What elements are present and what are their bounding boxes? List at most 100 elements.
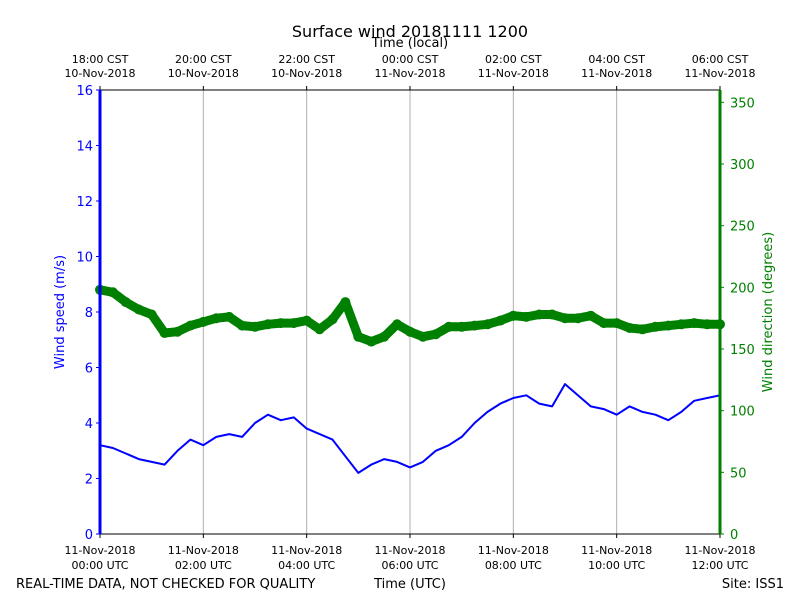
x-axis-label: Time (UTC) [373, 577, 446, 592]
wind-direction-point-38 [585, 310, 596, 321]
left-tick-label-3: 6 [85, 362, 93, 377]
tick-labels: 11-Nov-2018 00:00 UTC 11-Nov-2018 02:00 UTC… [64, 53, 755, 572]
wind-direction-point-7 [185, 320, 196, 331]
footer-site-label: Site: ISS1 [722, 577, 784, 592]
wind-direction-point-23 [392, 319, 403, 330]
wind-direction-point-35 [547, 309, 558, 320]
wind-direction-point-16 [301, 315, 312, 326]
wind-direction-point-45 [676, 319, 687, 330]
wind-direction-point-34 [534, 309, 545, 320]
top-tick-date-0: 10-Nov-2018 [64, 67, 135, 80]
top-axis-label: Time (local) [371, 36, 448, 51]
left-tick-label-1: 2 [85, 473, 93, 488]
wind-direction-point-41 [624, 323, 635, 333]
top-tick-time-0: 18:00 CST [72, 53, 129, 66]
wind-direction-point-39 [598, 318, 609, 329]
wind-direction-point-18 [327, 314, 338, 325]
left-tick-label-5: 10 [76, 251, 93, 266]
right-axis-label: Wind direction (degrees) [761, 232, 776, 392]
wind-direction-point-11 [237, 320, 248, 331]
wind-direction-point-37 [572, 313, 583, 324]
bottom-tick-time-2: 04:00 UTC [278, 559, 335, 572]
wind-direction-point-22 [379, 331, 390, 342]
right-tick-label-2: 100 [730, 405, 755, 420]
wind-direction-point-28 [456, 321, 467, 332]
wind-direction-point-20 [353, 331, 364, 342]
wind-speed-series [99, 383, 721, 474]
right-tick-label-1: 50 [730, 466, 747, 481]
bottom-tick-date-1: 11-Nov-2018 [168, 544, 239, 557]
wind-direction-point-32 [508, 310, 519, 321]
bottom-tick-date-0: 11-Nov-2018 [64, 544, 135, 557]
top-tick-date-5: 11-Nov-2018 [581, 67, 652, 80]
tick-marks [96, 86, 724, 538]
bottom-tick-time-1: 02:00 UTC [175, 559, 232, 572]
wind-direction-point-44 [663, 320, 674, 331]
footer-quality-note: REAL-TIME DATA, NOT CHECKED FOR QUALITY [16, 577, 315, 592]
left-tick-label-0: 0 [85, 528, 93, 543]
bottom-tick-date-3: 11-Nov-2018 [374, 544, 445, 557]
wind-direction-point-1 [107, 287, 118, 298]
bottom-tick-time-0: 00:00 UTC [71, 559, 128, 572]
top-tick-time-5: 04:00 CST [588, 53, 645, 66]
wind-direction-point-33 [521, 311, 532, 322]
left-tick-label-7: 14 [76, 140, 93, 155]
chart-title: Surface wind 20181111 1200 [292, 22, 528, 41]
wind-direction-point-9 [211, 313, 222, 324]
wind-direction-point-6 [172, 326, 183, 337]
wind-direction-point-17 [314, 324, 325, 335]
right-tick-label-5: 250 [730, 220, 755, 235]
wind-direction-point-47 [702, 319, 713, 330]
wind-direction-point-8 [198, 316, 209, 327]
wind-direction-point-3 [133, 304, 144, 315]
wind-direction-point-14 [275, 318, 286, 329]
wind-direction-point-42 [637, 324, 648, 335]
wind-direction-point-31 [495, 315, 506, 326]
wind-direction-point-30 [482, 319, 493, 330]
wind-direction-point-4 [146, 309, 157, 320]
wind-direction-point-5 [159, 328, 170, 338]
right-tick-label-3: 150 [730, 343, 755, 358]
left-tick-label-6: 12 [76, 195, 93, 210]
wind-direction-point-46 [689, 318, 700, 329]
left-tick-label-4: 8 [85, 306, 93, 321]
wind-direction-point-21 [366, 336, 377, 347]
bottom-tick-time-6: 12:00 UTC [691, 559, 748, 572]
top-tick-date-3: 11-Nov-2018 [374, 67, 445, 80]
bottom-tick-date-4: 11-Nov-2018 [478, 544, 549, 557]
top-tick-time-6: 06:00 CST [692, 53, 749, 66]
top-tick-date-2: 10-Nov-2018 [271, 67, 342, 80]
wind-direction-point-43 [650, 321, 661, 332]
wind-direction-series [95, 284, 725, 347]
wind-direction-point-15 [288, 318, 299, 329]
wind-direction-point-19 [340, 297, 351, 308]
wind-direction-point-40 [611, 318, 622, 329]
bottom-tick-date-5: 11-Nov-2018 [581, 544, 652, 557]
wind-direction-point-27 [443, 321, 454, 332]
wind-direction-point-36 [560, 313, 570, 324]
top-tick-time-4: 02:00 CST [485, 53, 542, 66]
wind-direction-point-25 [417, 331, 428, 342]
left-tick-label-2: 4 [85, 417, 93, 432]
wind-direction-point-12 [250, 321, 260, 332]
grid-lines [202, 90, 618, 534]
bottom-tick-date-6: 11-Nov-2018 [684, 544, 755, 557]
wind-direction-point-13 [262, 319, 273, 330]
top-tick-time-1: 20:00 CST [175, 53, 232, 66]
right-tick-label-7: 350 [730, 96, 755, 111]
top-tick-time-2: 22:00 CST [278, 53, 335, 66]
wind-direction-point-10 [224, 311, 235, 322]
wind-direction-point-29 [469, 320, 480, 331]
right-tick-label-0: 0 [730, 528, 738, 543]
left-axis-label: Wind speed (m/s) [53, 255, 68, 369]
top-tick-date-4: 11-Nov-2018 [478, 67, 549, 80]
bottom-tick-time-5: 10:00 UTC [588, 559, 645, 572]
bottom-tick-time-4: 08:00 UTC [485, 559, 542, 572]
left-tick-label-8: 16 [76, 84, 93, 99]
top-tick-date-6: 11-Nov-2018 [684, 67, 755, 80]
wind-direction-point-24 [405, 326, 415, 337]
wind-direction-point-2 [120, 297, 131, 308]
wind-direction-point-26 [430, 329, 441, 340]
wind-speed-line [99, 383, 721, 474]
